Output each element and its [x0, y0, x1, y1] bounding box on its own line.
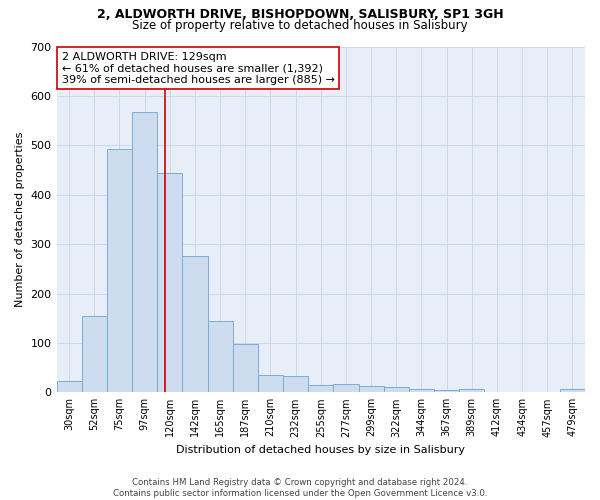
Text: 2, ALDWORTH DRIVE, BISHOPDOWN, SALISBURY, SP1 3GH: 2, ALDWORTH DRIVE, BISHOPDOWN, SALISBURY…	[97, 8, 503, 20]
Bar	[560, 390, 585, 392]
Bar	[233, 344, 258, 393]
Bar	[459, 390, 484, 392]
Text: Size of property relative to detached houses in Salisbury: Size of property relative to detached ho…	[132, 19, 468, 32]
Bar	[132, 112, 157, 392]
Bar	[434, 390, 459, 392]
Text: Contains HM Land Registry data © Crown copyright and database right 2024.
Contai: Contains HM Land Registry data © Crown c…	[113, 478, 487, 498]
Bar	[383, 388, 409, 392]
Bar	[359, 386, 383, 392]
Bar	[56, 382, 82, 392]
Bar	[208, 320, 233, 392]
Bar	[283, 376, 308, 392]
Bar	[157, 174, 182, 392]
Bar	[82, 316, 107, 392]
Bar	[334, 384, 359, 392]
Y-axis label: Number of detached properties: Number of detached properties	[15, 132, 25, 307]
X-axis label: Distribution of detached houses by size in Salisbury: Distribution of detached houses by size …	[176, 445, 465, 455]
Bar	[107, 149, 132, 392]
Text: 2 ALDWORTH DRIVE: 129sqm
← 61% of detached houses are smaller (1,392)
39% of sem: 2 ALDWORTH DRIVE: 129sqm ← 61% of detach…	[62, 52, 335, 85]
Bar	[258, 375, 283, 392]
Bar	[308, 385, 334, 392]
Bar	[409, 389, 434, 392]
Bar	[182, 256, 208, 392]
